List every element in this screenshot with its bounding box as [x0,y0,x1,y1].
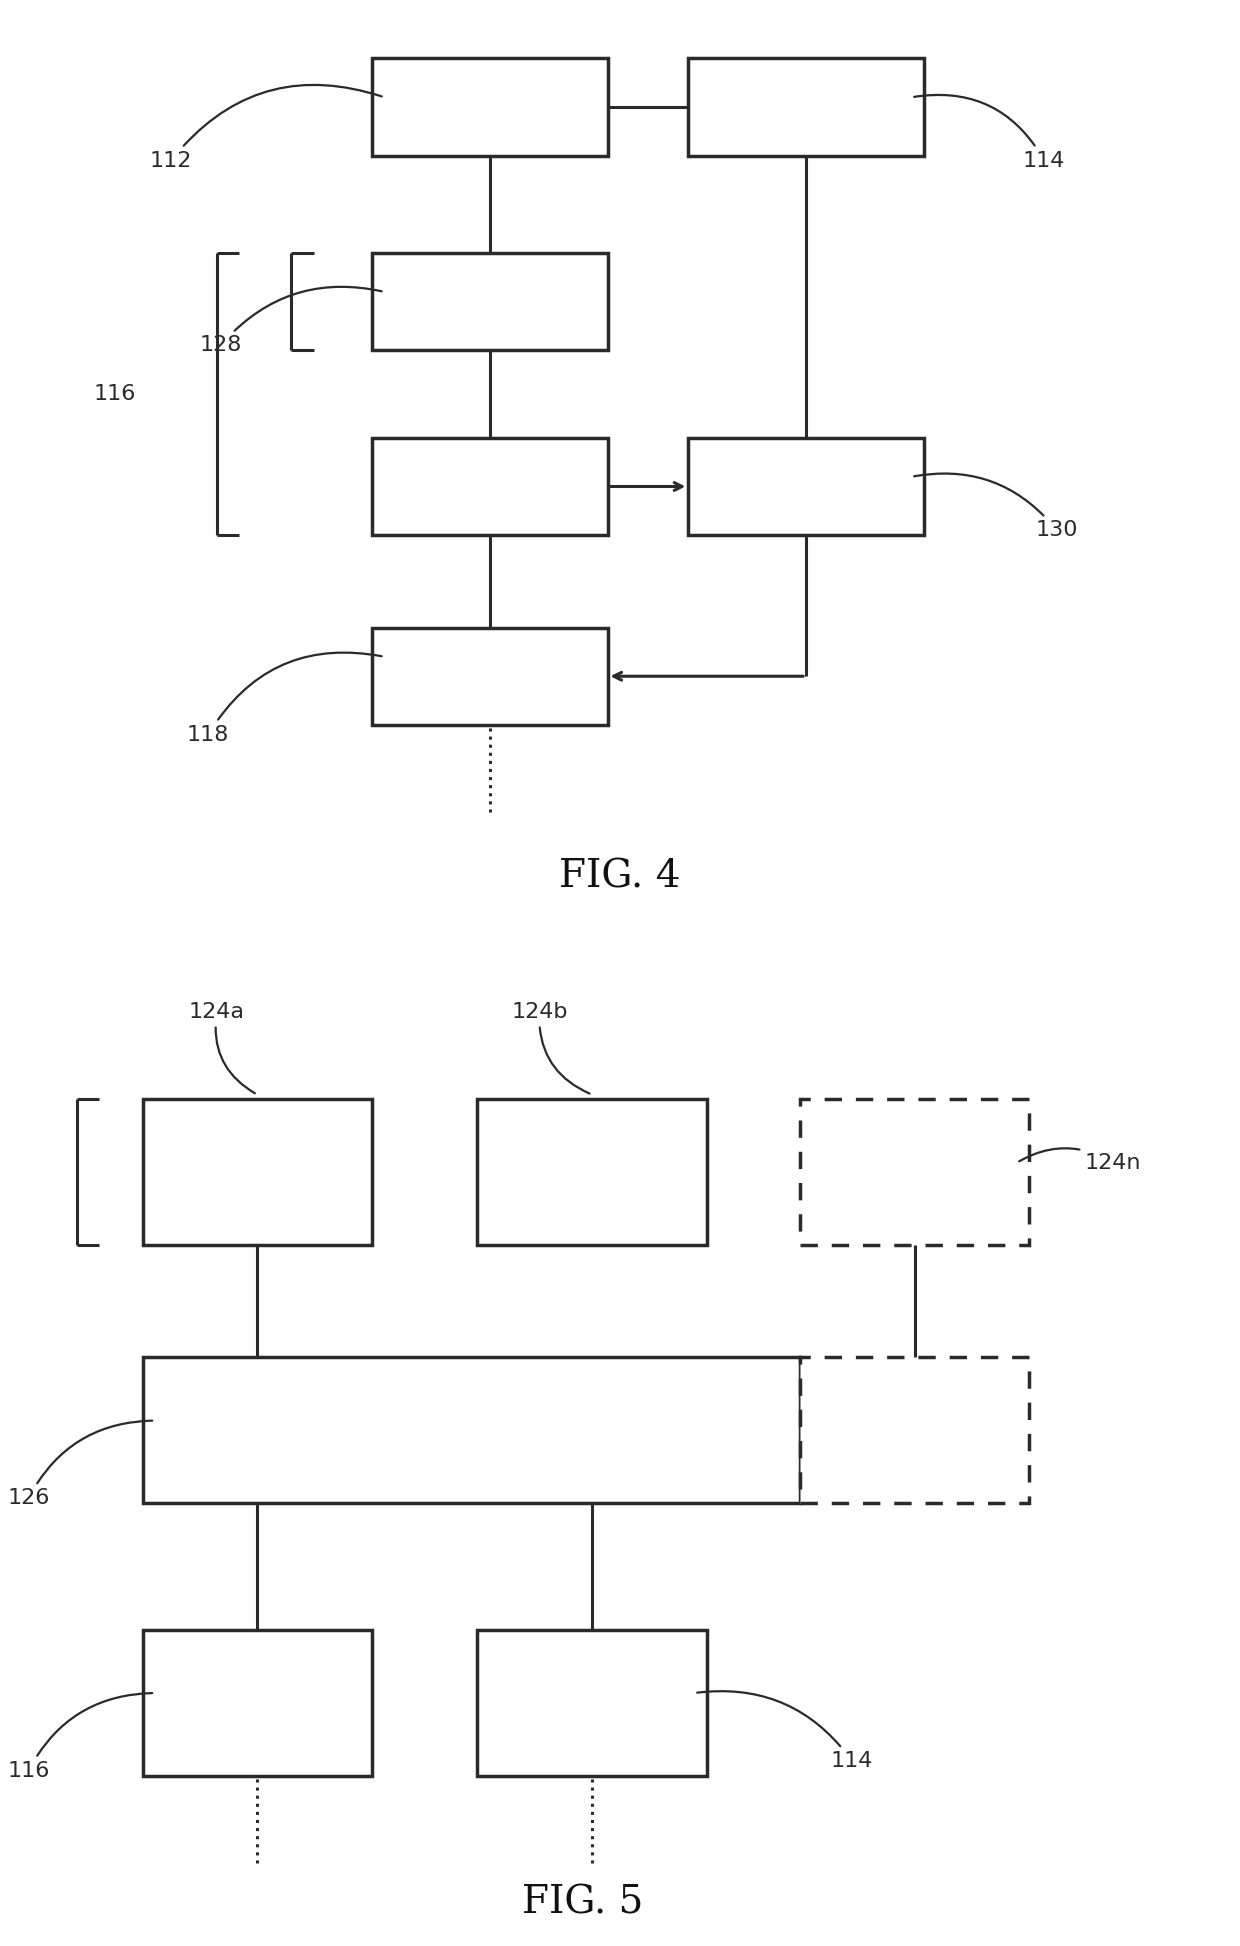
Bar [372,627,608,724]
Text: FIG. 4: FIG. 4 [559,858,681,895]
Text: FIG. 5: FIG. 5 [522,1884,644,1923]
Bar [477,1099,707,1245]
Bar [477,1631,707,1775]
Bar [143,1631,372,1775]
Text: 128: 128 [200,286,382,356]
Bar [372,438,608,535]
Text: 126: 126 [7,1421,153,1508]
Text: 116: 116 [94,383,136,405]
Bar [372,253,608,350]
Text: 114: 114 [914,95,1065,171]
Bar [800,1099,1029,1245]
Bar [688,438,924,535]
Text: 112: 112 [150,86,382,171]
Bar [143,1358,800,1502]
Bar [372,58,608,156]
Text: 124b: 124b [511,1002,589,1094]
Bar [143,1099,372,1245]
Text: 116: 116 [7,1693,153,1781]
Text: 118: 118 [187,652,382,745]
Bar [688,58,924,156]
Text: 124n: 124n [1019,1148,1142,1173]
Text: 114: 114 [697,1691,873,1771]
Bar [800,1358,1029,1502]
Text: 130: 130 [914,473,1078,541]
Text: 124a: 124a [188,1002,255,1094]
